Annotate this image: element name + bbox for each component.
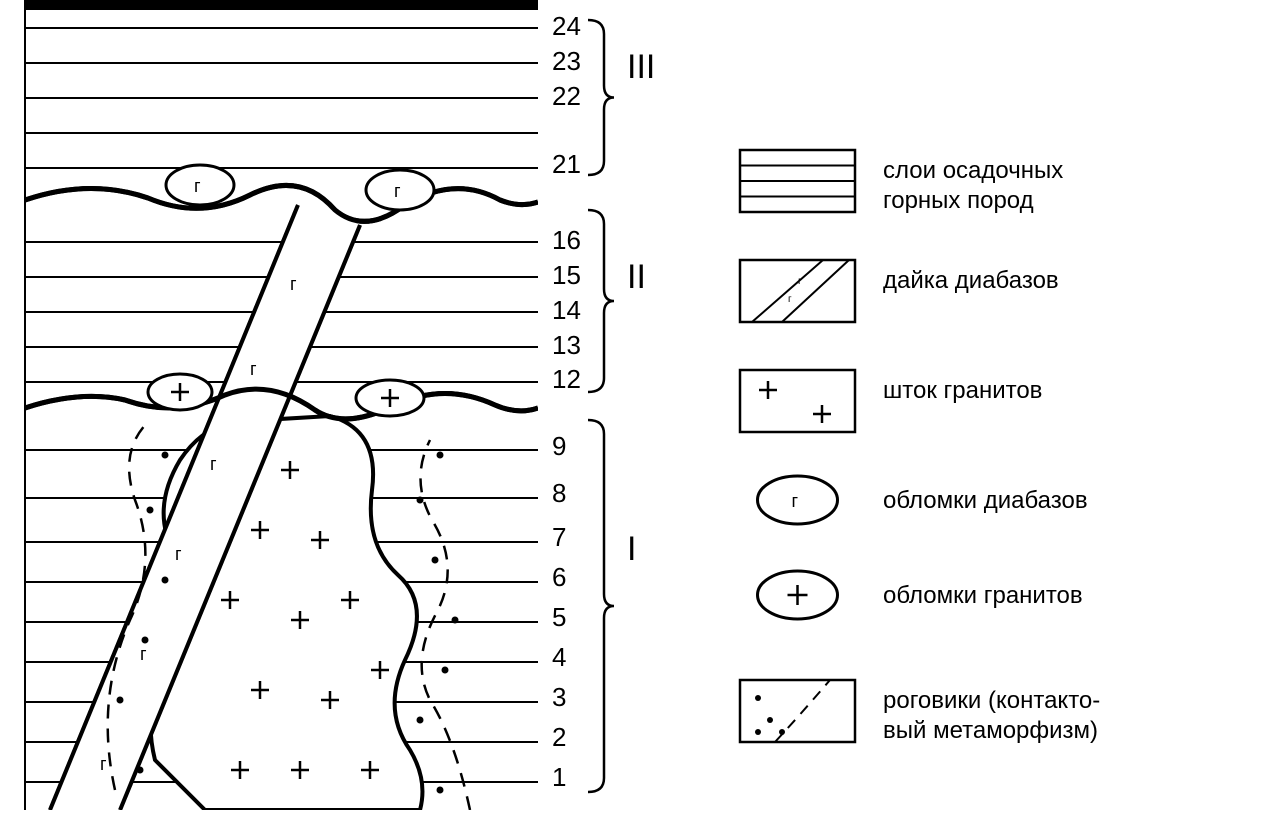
layer-number: 6 — [552, 562, 566, 592]
layer-number: 13 — [552, 330, 581, 360]
legend-label: шток гранитов — [883, 377, 1042, 404]
svg-text:г: г — [798, 276, 802, 287]
layer-number: 21 — [552, 149, 581, 179]
svg-text:г: г — [194, 176, 201, 196]
layer-number: 9 — [552, 431, 566, 461]
layer-number: 7 — [552, 522, 566, 552]
svg-text:г: г — [788, 294, 792, 305]
legend-label: вый метаморфизм) — [883, 717, 1098, 744]
legend-swatch-granite — [740, 370, 855, 432]
layer-number: 3 — [552, 682, 566, 712]
legend-label: обломки гранитов — [883, 582, 1083, 609]
layer-number: 16 — [552, 225, 581, 255]
svg-text:г: г — [792, 491, 799, 511]
legend-label: дайка диабазов — [883, 267, 1059, 294]
legend-label: слои осадочных — [883, 157, 1063, 184]
dike-gamma-symbol: г — [140, 644, 147, 664]
dike-gamma-symbol: г — [250, 359, 257, 379]
dike-gamma-symbol: г — [210, 454, 217, 474]
group-label: II — [627, 258, 646, 296]
legend-label: горных пород — [883, 187, 1034, 214]
group-label: III — [627, 48, 655, 86]
layer-number: 24 — [552, 11, 581, 41]
dike-gamma-symbol: г — [290, 274, 297, 294]
geological-cross-section-diagram: гггггггг242322211615141312987654321IIIII… — [0, 0, 1273, 816]
layer-number: 22 — [552, 81, 581, 111]
layer-number: 8 — [552, 478, 566, 508]
layer-number: 1 — [552, 762, 566, 792]
svg-text:г: г — [394, 181, 401, 201]
dike-gamma-symbol: г — [175, 544, 182, 564]
legend-label: роговики (контакто- — [883, 687, 1100, 714]
legend-label: обломки диабазов — [883, 487, 1088, 514]
layer-number: 15 — [552, 260, 581, 290]
layer-number: 23 — [552, 46, 581, 76]
layer-number: 12 — [552, 364, 581, 394]
layer-number: 2 — [552, 722, 566, 752]
group-label: I — [627, 530, 636, 568]
layer-number: 5 — [552, 602, 566, 632]
layer-number: 4 — [552, 642, 566, 672]
dike-gamma-symbol: г — [100, 754, 107, 774]
layer-number: 14 — [552, 295, 581, 325]
